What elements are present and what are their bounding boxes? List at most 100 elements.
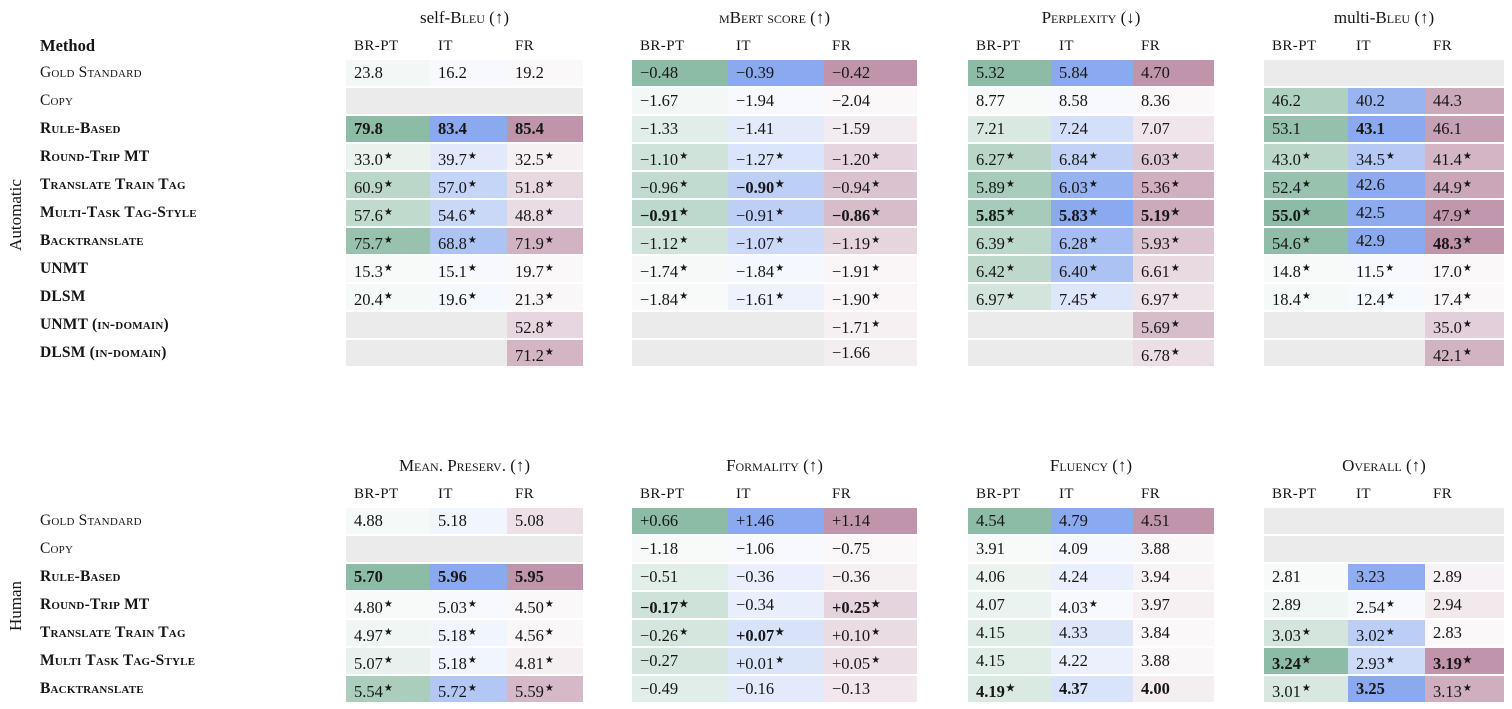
significance-star: ★ (1088, 291, 1098, 302)
value-cell: 6.42★ (968, 256, 1051, 282)
empty-cell (430, 536, 507, 562)
significance-star: ★ (871, 179, 881, 190)
value-cell: 47.9★ (1425, 200, 1504, 226)
value-cell: 3.94 (1133, 564, 1214, 590)
significance-star: ★ (679, 179, 689, 190)
spacer (1214, 620, 1264, 648)
value-cell: 48.8★ (507, 200, 583, 226)
significance-star: ★ (1301, 179, 1311, 190)
metric-title-name: mBert score (719, 8, 806, 27)
metric-direction-arrow: (↑) (798, 456, 823, 475)
significance-star: ★ (1385, 655, 1395, 666)
metric-title: multi-Bleu (↑) (1264, 2, 1504, 34)
column-header: BR-PT (354, 38, 399, 54)
value-cell: 34.5★ (1348, 144, 1425, 170)
value-cell: 2.54★ (1348, 592, 1425, 618)
significance-star: ★ (1301, 627, 1311, 638)
spacer (1214, 648, 1264, 676)
spacer (917, 676, 968, 704)
value-cell: −0.17★ (632, 592, 728, 618)
significance-star: ★ (775, 207, 785, 218)
value-cell: −0.91★ (632, 200, 728, 226)
empty-cell (968, 340, 1051, 366)
method-label: Backtranslate (40, 232, 144, 249)
value-cell: 7.07 (1133, 116, 1214, 142)
spacer (583, 60, 632, 88)
column-header: FR (515, 486, 535, 502)
value-cell: +0.07★ (728, 620, 824, 646)
significance-star: ★ (1385, 627, 1395, 638)
value-cell: 7.45★ (1051, 284, 1133, 310)
value-cell: 3.01★ (1264, 676, 1348, 702)
value-cell: 4.80★ (346, 592, 430, 618)
significance-star: ★ (1462, 263, 1472, 274)
value-cell: −0.36 (728, 564, 824, 590)
significance-star: ★ (1301, 151, 1311, 162)
value-cell: 4.15 (968, 620, 1051, 646)
value-cell: +0.25★ (824, 592, 917, 618)
value-cell: 75.7★ (346, 228, 430, 254)
value-cell: 5.36★ (1133, 172, 1214, 198)
spacer (583, 620, 632, 648)
value-cell: 51.8★ (507, 172, 583, 198)
value-cell: −1.18 (632, 536, 728, 562)
value-cell: 4.79 (1051, 508, 1133, 534)
spacer (1214, 256, 1264, 284)
empty-cell (1425, 60, 1504, 86)
significance-star: ★ (467, 207, 477, 218)
spacer (917, 450, 968, 482)
empty-cell (632, 312, 728, 338)
value-cell: 4.50★ (507, 592, 583, 618)
spacer (38, 450, 346, 482)
value-cell: 4.19★ (968, 676, 1051, 702)
method-label: Translate Train Tag (40, 624, 186, 641)
value-cell: 85.4 (507, 116, 583, 142)
metric-direction-arrow: (↑) (505, 456, 531, 475)
value-cell: 14.8★ (1264, 256, 1348, 282)
metric-direction-arrow: (↑) (484, 8, 509, 27)
empty-cell (728, 340, 824, 366)
value-cell: +1.46 (728, 508, 824, 534)
metric-title: Perplexity (↓) (968, 2, 1214, 34)
empty-cell (346, 340, 430, 366)
value-cell: 6.28★ (1051, 228, 1133, 254)
significance-star: ★ (383, 627, 393, 638)
significance-star: ★ (775, 179, 785, 190)
spacer (583, 312, 632, 340)
value-cell: 2.81 (1264, 564, 1348, 590)
significance-star: ★ (1462, 179, 1472, 190)
value-cell: 6.78★ (1133, 340, 1214, 366)
spacer (917, 256, 968, 284)
spacer (583, 564, 632, 592)
significance-star: ★ (871, 235, 881, 246)
value-cell: 42.5 (1348, 200, 1425, 226)
spacer (917, 228, 968, 256)
value-cell: 43.0★ (1264, 144, 1348, 170)
metric-title: mBert score (↑) (632, 2, 917, 34)
column-header: FR (1433, 38, 1453, 54)
empty-cell (1425, 536, 1504, 562)
value-cell: −1.84★ (728, 256, 824, 282)
significance-star: ★ (1170, 207, 1180, 218)
value-cell: 4.37 (1051, 676, 1133, 702)
value-cell: 57.6★ (346, 200, 430, 226)
method-label: Rule-Based (40, 120, 121, 137)
significance-star: ★ (1385, 151, 1395, 162)
value-cell: 43.1 (1348, 116, 1425, 142)
value-cell: 3.91 (968, 536, 1051, 562)
value-cell: 54.6★ (430, 200, 507, 226)
value-cell: 5.84 (1051, 60, 1133, 86)
value-cell: 6.61★ (1133, 256, 1214, 282)
spacer (583, 116, 632, 144)
value-cell: 68.8★ (430, 228, 507, 254)
significance-star: ★ (1301, 235, 1311, 246)
spacer (917, 648, 968, 676)
empty-cell (346, 312, 430, 338)
value-cell: 3.19★ (1425, 648, 1504, 674)
value-cell: −1.12★ (632, 228, 728, 254)
empty-cell (1051, 312, 1133, 338)
significance-star: ★ (467, 655, 477, 666)
value-cell: 5.93★ (1133, 228, 1214, 254)
significance-star: ★ (1170, 319, 1180, 330)
value-cell: 3.23 (1348, 564, 1425, 590)
